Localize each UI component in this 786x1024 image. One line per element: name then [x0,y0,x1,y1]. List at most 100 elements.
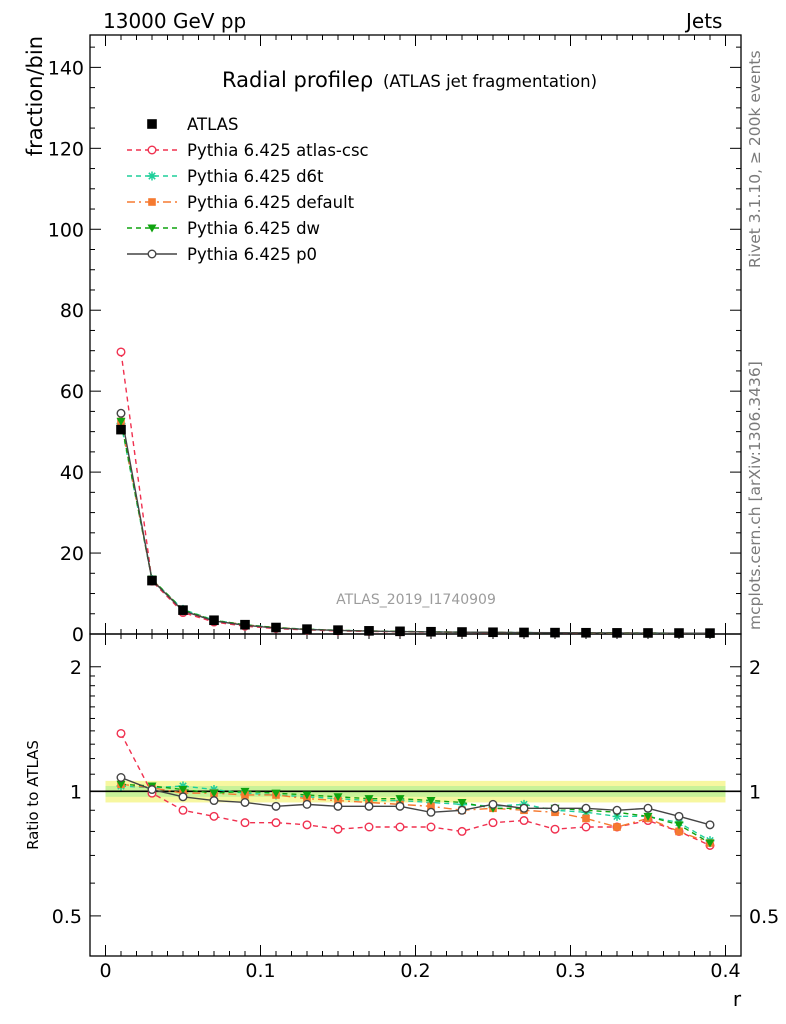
ratio-point-pythia-6-425-dw [240,787,250,796]
main-point-pythia-6-425-p0 [116,408,126,418]
ratio-point-pythia-6-425-default [427,802,435,811]
ratio-point-pythia-6-425-atlas-csc [209,811,219,821]
data-point-atlas [612,628,622,638]
x-tick-label: 0.3 [555,960,585,982]
main-y-axis-label: fraction/bin [23,36,47,156]
data-point-atlas [488,627,498,638]
ratio-point-pythia-6-425-atlas-csc [550,824,560,834]
data-point-atlas [705,628,715,638]
ratio-point-pythia-6-425-atlas-csc [240,818,250,828]
ratio-point-pythia-6-425-default [613,823,621,831]
data-point-atlas [426,626,436,637]
legend-marker-pythia-6-425-dw [147,224,157,233]
data-point-atlas [209,615,219,626]
data-point-atlas [643,628,653,638]
rivet-version-label: Rivet 3.1.10, ≥ 200k events [746,50,764,268]
legend-label-atlas: ATLAS [187,115,238,134]
ratio-point-pythia-6-425-p0 [488,799,498,809]
ratio-point-pythia-6-425-dw [705,839,715,848]
series-markers [116,347,715,850]
legend-label-pythia-6-425-default: Pythia 6.425 default [187,193,355,212]
legend-marker-pythia-6-425-atlas-csc [147,145,157,155]
ratio-y-tick-label-right: 0.5 [749,906,779,928]
ratio-point-pythia-6-425-atlas-csc [395,822,405,832]
chart-subtitle: (ATLAS jet fragmentation) [383,72,597,91]
ratio-point-pythia-6-425-p0 [457,805,467,815]
ratio-frame [89,633,742,957]
main-y-tick-label: 120 [48,138,84,160]
data-point-atlas [581,627,591,638]
legend-label-pythia-6-425-dw: Pythia 6.425 dw [187,219,320,238]
data-point-atlas [333,625,343,635]
x-axis-label: r [733,987,742,1011]
ratio-point-pythia-6-425-atlas-csc [364,822,374,832]
main-y-tick-label: 100 [48,219,84,241]
legend-marker-pythia-6-425-p0 [147,249,157,259]
data-point-atlas [550,627,560,638]
legend: ATLAS Pythia 6.425 atlas-csc Pythia 6.425 … [127,115,369,264]
ratio-line-pythia-6-425-default [120,783,711,844]
ratio-point-pythia-6-425-default [582,814,590,823]
ratio-point-pythia-6-425-dw [364,795,374,804]
x-tick-label: 0.4 [710,960,740,982]
ratio-point-pythia-6-425-p0 [178,792,188,802]
legend-marker-pythia-6-425-d6t [147,171,157,181]
data-point-atlas [178,605,188,615]
header-left: 13000 GeV pp [103,9,247,33]
legend-marker-atlas [147,119,157,129]
ratio-point-pythia-6-425-p0 [426,807,436,817]
ratio-point-pythia-6-425-p0 [333,801,343,811]
ratio-point-pythia-6-425-atlas-csc [426,822,436,832]
ratio-point-pythia-6-425-atlas-csc [519,816,529,826]
x-tick-label: 0.1 [245,960,275,982]
ratio-y-tick-label: 1 [70,781,82,803]
ratio-point-pythia-6-425-dw [426,797,436,806]
data-point-atlas [364,626,374,636]
legend-label-pythia-6-425-atlas-csc: Pythia 6.425 atlas-csc [187,141,369,160]
ratio-point-pythia-6-425-dw [116,780,126,789]
x-tick-label: 0.2 [400,960,430,982]
ratio-point-pythia-6-425-d6t [178,781,188,791]
legend-label-pythia-6-425-p0: Pythia 6.425 p0 [187,245,317,264]
ratio-point-pythia-6-425-p0 [395,801,405,811]
ratio-point-pythia-6-425-p0 [550,803,560,813]
ratio-point-pythia-6-425-p0 [302,799,312,809]
ratio-point-pythia-6-425-dw [333,793,343,802]
legend-marker-pythia-6-425-default [148,198,156,206]
chart-title: Radial profileρ [222,68,373,92]
analysis-label: ATLAS_2019_I1740909 [336,592,496,608]
data-point-atlas [519,627,529,638]
ratio-point-pythia-6-425-p0 [581,803,591,813]
data-point-atlas [457,627,467,637]
ratio-point-pythia-6-425-p0 [643,803,653,813]
legend-label-pythia-6-425-d6t: Pythia 6.425 d6t [187,167,324,186]
ratio-point-pythia-6-425-dw [457,798,467,807]
ratio-point-pythia-6-425-atlas-csc [116,728,126,738]
ratio-y-tick-label-right: 1 [749,781,761,803]
main-y-tick-label: 80 [60,300,84,322]
main-point-pythia-6-425-dw [116,417,126,426]
ratio-point-pythia-6-425-default [675,827,683,836]
ratio-line-pythia-6-425-p0 [120,776,711,826]
ratio-point-pythia-6-425-atlas-csc [333,824,343,834]
ratio-y-tick-label: 2 [70,657,82,679]
ratio-point-pythia-6-425-dw [271,789,281,798]
data-point-atlas [116,424,126,435]
data-point-atlas [240,619,250,630]
main-y-tick-label: 140 [48,57,84,79]
ratio-point-pythia-6-425-atlas-csc [178,805,188,815]
ratio-point-pythia-6-425-atlas-csc [457,826,467,836]
ratio-point-pythia-6-425-p0 [147,785,157,795]
x-tick-label: 0 [99,960,111,982]
main-line-pythia-6-425-p0 [120,413,711,634]
ratio-point-pythia-6-425-dw [178,786,188,795]
series-lines [90,351,741,847]
ratio-point-pythia-6-425-atlas-csc [271,818,281,828]
ratio-y-tick-label-right: 2 [749,657,761,679]
plot-frames [89,34,742,957]
ratio-point-pythia-6-425-dw [643,812,653,821]
data-point-atlas [147,575,157,586]
mcplots-reference-label: mcplots.cern.ch [arXiv:1306.3436] [746,361,764,630]
main-y-tick-label: 0 [72,624,84,646]
